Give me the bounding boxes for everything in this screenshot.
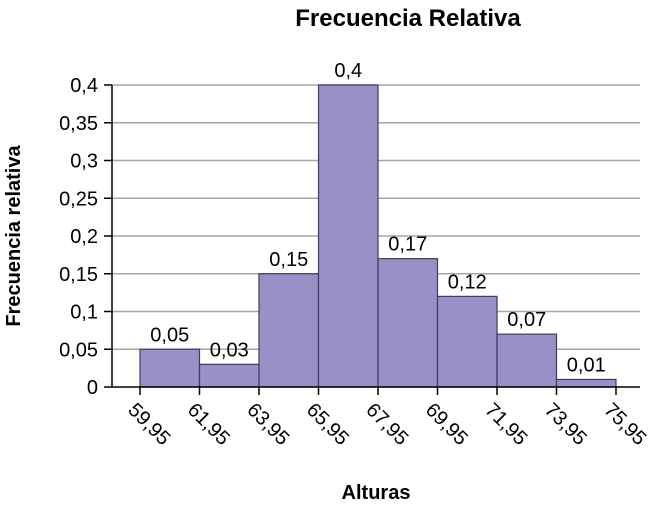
x-tick-label: 65,95 [302, 399, 353, 450]
x-tick-label: 75,95 [599, 399, 650, 450]
axes [104, 84, 640, 395]
bar-value-label: 0,4 [334, 60, 362, 82]
x-tick-label: 63,95 [242, 399, 293, 450]
bars [139, 84, 617, 388]
x-tick-label: 67,95 [361, 399, 412, 450]
y-tick-label: 0,3 [70, 151, 98, 173]
bar-value-label: 0,07 [507, 309, 546, 331]
y-tick-label: 0,35 [59, 113, 98, 135]
y-tick-labels: 0 0,05 0,1 0,15 0,2 0,25 0,3 0,35 0,4 [59, 75, 98, 399]
bar-value-label: 0,17 [388, 234, 427, 256]
histogram-bar [139, 348, 201, 388]
histogram-bar [377, 258, 439, 388]
x-axis-label: Alturas [342, 482, 411, 504]
y-tick-label: 0,25 [59, 188, 98, 210]
histogram-bar [198, 363, 260, 388]
y-tick-label: 0,1 [70, 302, 98, 324]
bar-value-label: 0,01 [567, 354, 606, 376]
x-tick-label: 71,95 [480, 399, 531, 450]
y-tick-label: 0,4 [70, 75, 98, 97]
histogram-bar [496, 333, 558, 388]
histogram-bar [258, 273, 320, 388]
y-tick-label: 0 [87, 377, 98, 399]
y-tick-label: 0,15 [59, 264, 98, 286]
y-tick-label: 0,05 [59, 339, 98, 361]
y-tick-label: 0,2 [70, 226, 98, 248]
bar-value-label: 0,03 [210, 339, 249, 361]
histogram-bar [317, 84, 379, 388]
histogram-bar [555, 378, 617, 388]
histogram-bar [436, 295, 498, 388]
bar-value-label: 0,05 [150, 324, 189, 346]
x-tick-label: 73,95 [540, 399, 591, 450]
y-axis-label: Frecuencia relativa [3, 145, 25, 327]
x-tick-labels: 59,95 61,95 63,95 65,95 67,95 69,95 71,95 73,95… [123, 399, 650, 450]
bar-value-label: 0,12 [448, 271, 487, 293]
x-tick-label: 61,95 [183, 399, 234, 450]
x-tick-label: 69,95 [421, 399, 472, 450]
data-labels: 0,05 0,03 0,15 0,4 0,17 0,12 0,07 0,01 [150, 60, 605, 376]
chart-title: Frecuencia Relativa [295, 5, 521, 32]
bar-value-label: 0,15 [269, 249, 308, 271]
x-tick-label: 59,95 [123, 399, 174, 450]
